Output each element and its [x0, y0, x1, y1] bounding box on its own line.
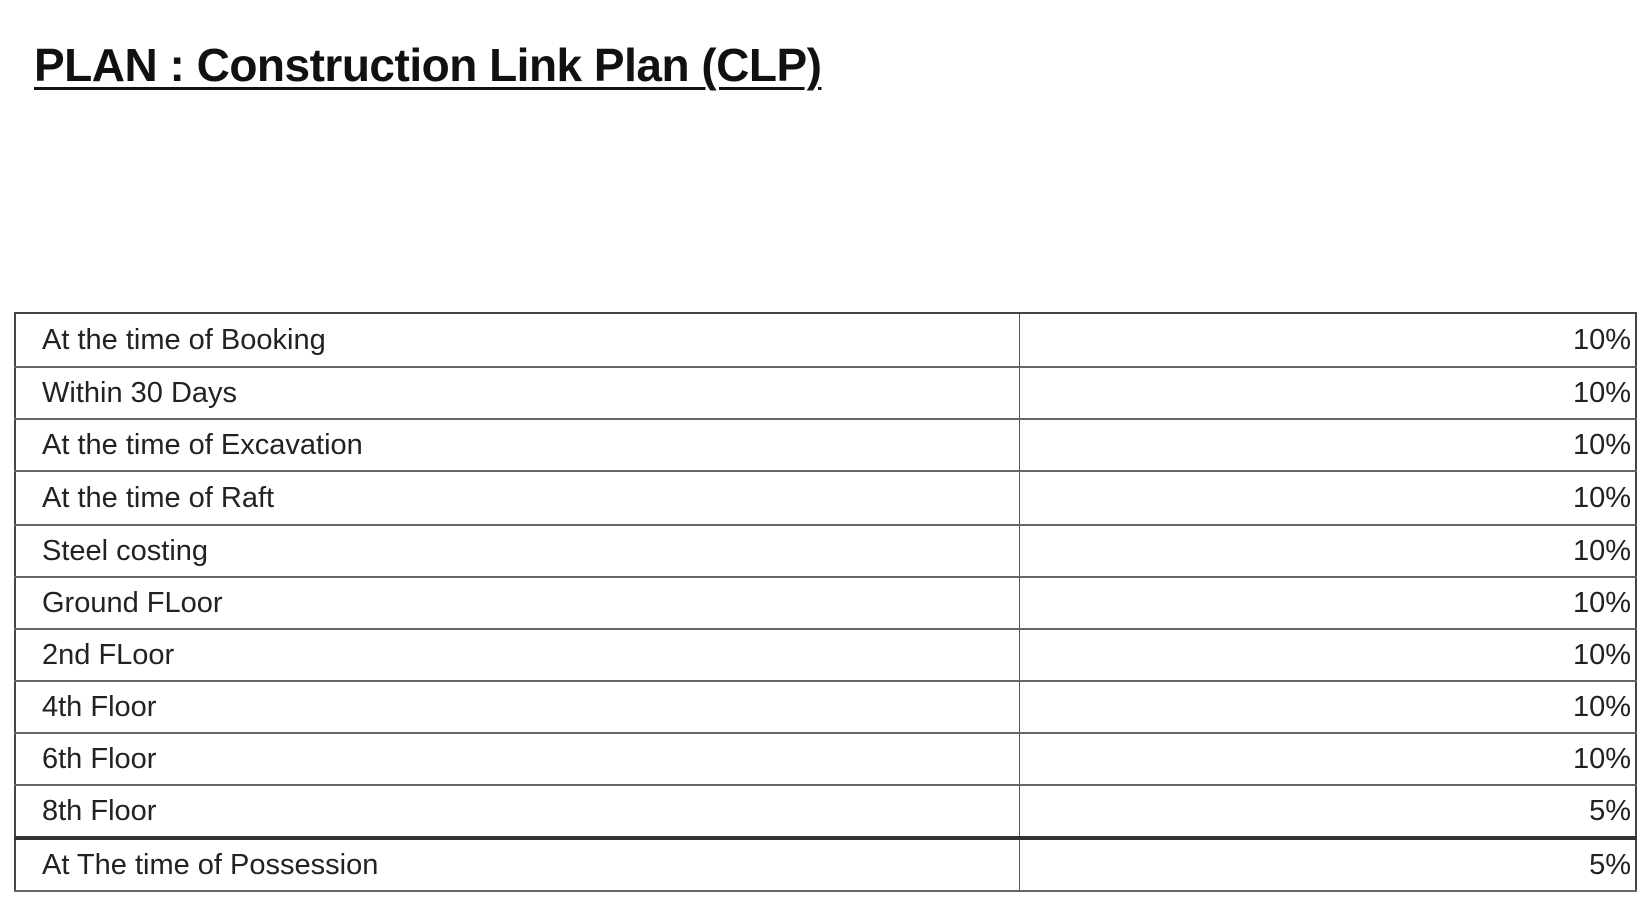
stage-cell: At The time of Possession — [14, 836, 1020, 892]
stage-cell: 6th Floor — [14, 732, 1020, 786]
table-row: Ground FLoor 10% — [14, 576, 1637, 630]
percent-cell: 10% — [1018, 418, 1637, 472]
table-row: 4th Floor 10% — [14, 680, 1637, 734]
percent-cell: 10% — [1018, 366, 1637, 420]
stage-cell: 2nd FLoor — [14, 628, 1020, 682]
table-row: Within 30 Days 10% — [14, 366, 1637, 420]
percent-cell: 5% — [1018, 836, 1637, 892]
stage-cell: Steel costing — [14, 524, 1020, 578]
stage-cell: At the time of Excavation — [14, 418, 1020, 472]
percent-cell: 10% — [1018, 628, 1637, 682]
table-row: At the time of Raft 10% — [14, 470, 1637, 526]
payment-plan-table: At the time of Booking 10% Within 30 Days 1… — [14, 312, 1637, 892]
stage-cell: Ground FLoor — [14, 576, 1020, 630]
percent-cell: 10% — [1018, 732, 1637, 786]
percent-cell: 10% — [1018, 524, 1637, 578]
stage-cell: At the time of Booking — [14, 312, 1020, 368]
percent-cell: 10% — [1018, 312, 1637, 368]
percent-cell: 5% — [1018, 784, 1637, 839]
percent-cell: 10% — [1018, 680, 1637, 734]
table-row: 8th Floor 5% — [14, 784, 1637, 839]
table-row: At the time of Booking 10% — [14, 312, 1637, 368]
percent-cell: 10% — [1018, 576, 1637, 630]
page-title: PLAN : Construction Link Plan (CLP) — [34, 39, 822, 91]
percent-cell: 10% — [1018, 470, 1637, 526]
table-row: 6th Floor 10% — [14, 732, 1637, 786]
table-row: At the time of Excavation 10% — [14, 418, 1637, 472]
stage-cell: At the time of Raft — [14, 470, 1020, 526]
table-row: Steel costing 10% — [14, 524, 1637, 578]
table-row: At The time of Possession 5% — [14, 836, 1637, 892]
stage-cell: Within 30 Days — [14, 366, 1020, 420]
stage-cell: 8th Floor — [14, 784, 1020, 839]
table-row: 2nd FLoor 10% — [14, 628, 1637, 682]
stage-cell: 4th Floor — [14, 680, 1020, 734]
